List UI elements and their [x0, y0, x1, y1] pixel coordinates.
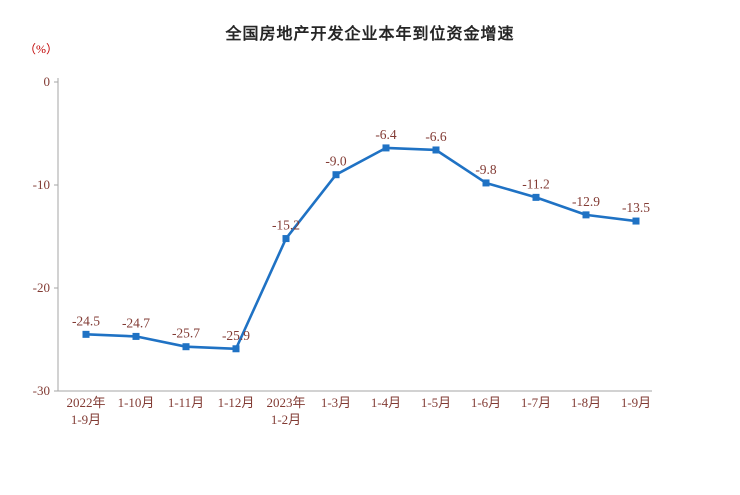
data-point-marker: [532, 193, 540, 201]
data-point-marker: [82, 330, 90, 338]
data-point-label: -9.0: [325, 154, 347, 169]
x-tick-label: 1-2月: [271, 412, 301, 427]
data-point-label: -25.9: [222, 328, 250, 343]
data-point-marker: [582, 211, 590, 219]
data-point-label: -9.8: [475, 162, 497, 177]
data-point-marker: [382, 144, 390, 152]
data-point-label: -15.2: [272, 218, 300, 233]
x-tick-label: 1-7月: [521, 395, 551, 410]
data-point-marker: [332, 171, 340, 179]
data-point-marker: [482, 179, 490, 187]
x-tick-label: 2023年: [266, 395, 305, 410]
x-tick-label: 1-10月: [118, 395, 155, 410]
data-point-label: -25.7: [172, 326, 200, 341]
data-point-label: -24.5: [72, 313, 100, 328]
x-tick-label: 1-12月: [218, 395, 255, 410]
x-tick-label: 1-5月: [421, 395, 451, 410]
y-tick-label: 0: [44, 74, 51, 89]
y-tick-label: -30: [33, 383, 50, 398]
y-axis-unit-label: （%）: [24, 42, 58, 56]
x-tick-label: 1-3月: [321, 395, 351, 410]
data-point-marker: [282, 235, 290, 243]
y-tick-label: -10: [33, 177, 50, 192]
x-tick-label: 1-9月: [71, 412, 101, 427]
data-point-marker: [182, 343, 190, 351]
data-point-marker: [232, 345, 240, 353]
data-point-marker: [432, 146, 440, 154]
x-tick-label: 1-6月: [471, 395, 501, 410]
data-point-label: -6.6: [425, 129, 447, 144]
x-tick-label: 2022年: [66, 395, 105, 410]
data-point-label: -13.5: [622, 200, 650, 215]
data-point-marker: [632, 217, 640, 225]
data-point-label: -12.9: [572, 194, 600, 209]
series-line: [84, 146, 638, 351]
data-point-label: -6.4: [375, 127, 397, 142]
data-point-label: -24.7: [122, 315, 150, 330]
y-tick-label: -20: [33, 280, 50, 295]
x-tick-label: 1-4月: [371, 395, 401, 410]
x-tick-label: 1-8月: [571, 395, 601, 410]
x-tick-label: 1-9月: [621, 395, 651, 410]
data-point-marker: [132, 332, 140, 340]
x-tick-label: 1-11月: [168, 395, 204, 410]
data-point-label: -11.2: [522, 176, 550, 191]
chart-title: 全国房地产开发企业本年到位资金增速: [225, 26, 515, 43]
